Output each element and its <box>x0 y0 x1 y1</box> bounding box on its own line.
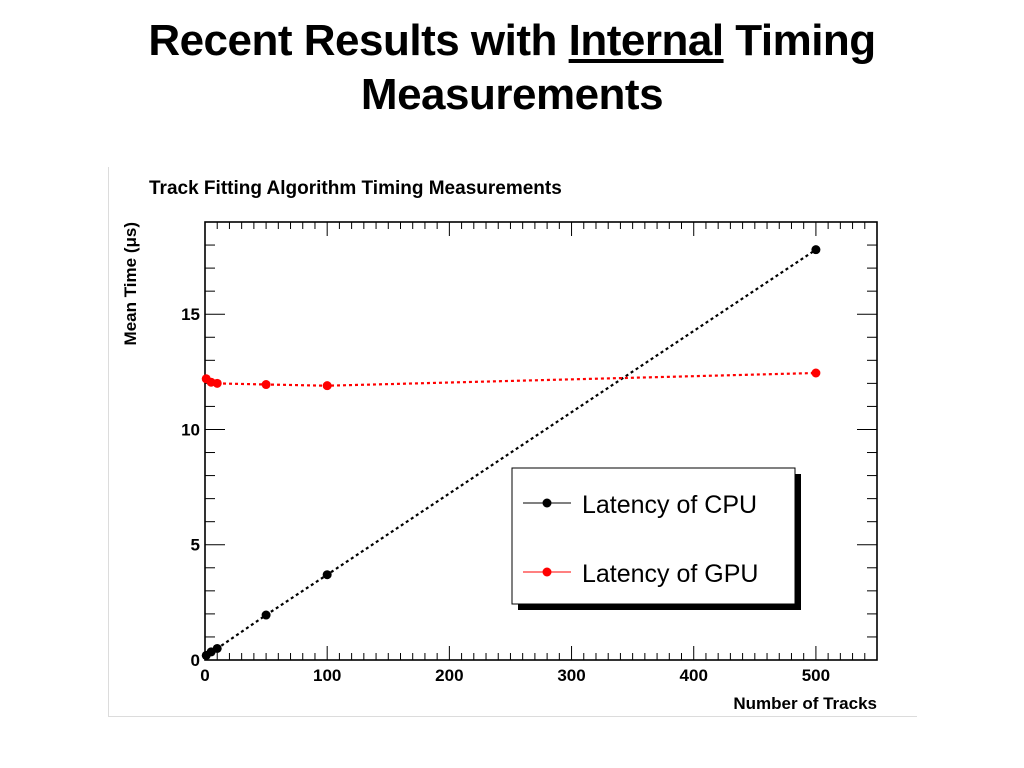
slide-title: Recent Results with Internal Timing Meas… <box>0 14 1024 122</box>
x-tick-label: 100 <box>313 666 341 685</box>
cpu-data-point <box>261 610 271 620</box>
y-axis-label: Mean Time (μs) <box>121 222 140 345</box>
legend-gpu-marker <box>542 567 552 577</box>
legend-box <box>511 467 796 605</box>
series-layer <box>201 245 821 660</box>
y-axis-ticks: 0 5 10 15 <box>181 221 877 670</box>
cpu-data-point <box>811 245 821 255</box>
x-axis-ticks: 0 100 200 300 400 500 <box>200 222 878 685</box>
gpu-data-point <box>261 380 271 390</box>
x-tick-label: 0 <box>200 666 209 685</box>
x-tick-label: 500 <box>802 666 830 685</box>
gpu-series-line <box>205 371 816 387</box>
x-tick-label: 300 <box>557 666 585 685</box>
y-tick-label: 10 <box>181 420 200 439</box>
timing-chart: Track Fitting Algorithm Timing Measureme… <box>121 178 878 713</box>
cpu-data-point <box>212 643 222 653</box>
legend-cpu-label: Latency of CPU <box>582 491 757 519</box>
y-tick-label: 15 <box>181 305 200 324</box>
y-tick-label: 5 <box>191 536 200 555</box>
y-tick-label: 0 <box>191 651 200 670</box>
x-tick-label: 400 <box>680 666 708 685</box>
chart-panel: Track Fitting Algorithm Timing Measureme… <box>108 167 917 717</box>
legend-cpu-marker <box>542 498 552 508</box>
cpu-series-line <box>205 248 817 657</box>
gpu-data-point <box>322 381 332 391</box>
legend: Latency of CPU Latency of GPU <box>511 467 801 610</box>
legend-gpu-label: Latency of GPU <box>582 560 758 588</box>
gpu-data-point <box>811 368 821 378</box>
slide-title-line1: Recent Results with Internal Timing <box>148 16 876 65</box>
chart-title: Track Fitting Algorithm Timing Measureme… <box>149 178 562 199</box>
cpu-data-point <box>322 570 332 580</box>
gpu-data-point <box>212 378 222 388</box>
title-underlined-word: Internal <box>568 16 724 65</box>
slide-title-line2: Measurements <box>360 70 664 119</box>
x-tick-label: 200 <box>435 666 463 685</box>
x-axis-label: Number of Tracks <box>733 694 877 713</box>
